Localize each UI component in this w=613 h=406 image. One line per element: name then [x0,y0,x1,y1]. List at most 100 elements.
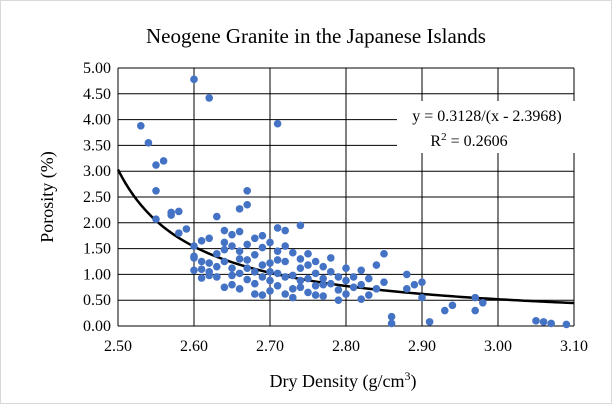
data-point [372,261,381,269]
data-point [235,255,244,263]
data-point [220,245,229,254]
data-point [311,269,320,278]
data-point [357,266,366,275]
data-point [228,280,236,289]
y-tick-label: 0.50 [83,292,111,309]
data-point [137,121,145,130]
data-point [243,187,251,195]
data-point [243,200,251,209]
data-point [273,256,282,264]
x-tick-label: 2.80 [332,338,360,355]
data-point [228,271,236,280]
data-point [418,293,426,302]
data-point [296,221,305,230]
data-point [266,276,274,285]
data-point [289,271,297,280]
y-tick-label: 5.00 [83,60,111,77]
data-point [220,257,229,266]
x-axis-title-end: ) [410,371,416,392]
data-point [197,274,206,282]
data-point [144,139,153,147]
data-point [273,269,282,278]
data-point [213,212,221,221]
data-point [410,280,419,289]
data-point [539,318,548,326]
data-point [175,229,183,237]
y-tick-label: 4.50 [83,86,111,103]
r2-prefix: R [430,133,441,150]
data-point [266,238,274,247]
y-tick-label: 1.50 [83,241,111,258]
data-point [228,230,236,239]
data-point [266,268,274,276]
data-point [273,119,282,128]
data-point [213,262,221,271]
y-tick-label: 3.50 [83,137,111,154]
data-point [197,237,206,245]
data-point [273,224,282,232]
data-point [289,293,297,302]
data-point [327,254,335,262]
chart-title: Neogene Granite in the Japanese Islands [146,24,486,48]
data-point [357,280,366,289]
data-point [403,285,411,293]
data-point [273,247,282,255]
x-tick-label: 2.70 [256,338,284,355]
data-point [380,278,388,286]
data-point [327,279,335,288]
data-point [441,306,449,315]
data-point [220,238,229,247]
data-point [304,274,312,283]
data-point [281,290,290,298]
data-point [311,257,320,266]
data-point [403,270,411,279]
data-point [349,273,358,281]
data-point [213,249,221,258]
data-point [190,266,198,275]
ticks-layer: 0.00 0.50 1.00 1.50 2.00 2.50 3.00 3.50 4.00 4.50… [83,60,588,355]
x-axis-title-text: Dry Density (g/cm [270,371,405,392]
data-point [235,285,244,293]
data-point [334,273,343,281]
data-point [251,268,259,276]
data-point [258,261,267,269]
data-point [342,264,350,273]
data-point [349,283,358,292]
data-point [281,257,290,266]
data-point [532,317,540,325]
y-axis-title: Porosity (%) [37,151,58,243]
data-point [243,256,251,264]
data-point [167,211,175,219]
data-point [243,240,251,249]
data-point [152,215,160,223]
data-point [220,226,229,235]
x-tick-label: 2.60 [180,338,208,355]
points-layer [137,75,571,329]
data-point [311,291,320,299]
data-point [258,291,267,299]
x-tick-label: 3.10 [560,338,588,355]
x-tick-label: 3.00 [484,338,512,355]
data-point [266,259,274,267]
data-point [205,94,213,102]
data-point [471,293,480,302]
data-point [380,249,388,258]
data-point [425,318,434,326]
data-point [243,275,251,284]
data-point [190,252,198,261]
r2-suffix: = 0.2606 [447,133,508,150]
data-point [228,242,236,250]
data-point [319,262,328,271]
data-point [251,290,259,298]
data-point [342,276,350,285]
data-point [365,274,373,283]
data-point [205,259,213,267]
data-point [273,281,282,290]
data-point [228,264,236,273]
fit-equation: y = 0.3128/(x - 2.3968) [412,108,561,125]
data-point [387,312,396,321]
x-axis-title-sup: 3 [404,369,410,383]
data-point [205,268,213,276]
data-point [235,247,244,255]
y-tick-label: 3.00 [83,163,111,180]
